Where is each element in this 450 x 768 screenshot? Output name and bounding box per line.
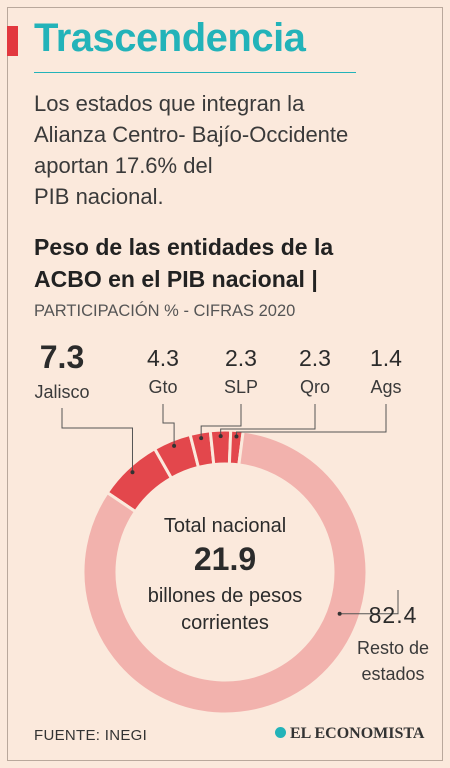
brand-circle-icon [275, 727, 286, 738]
leader-line [339, 590, 399, 615]
brand-name: EL ECONOMISTA [290, 725, 425, 742]
slice-category-label: Ags [370, 377, 401, 397]
leader-dot [218, 434, 223, 439]
leader-dot [130, 470, 135, 475]
page-title: Trascendencia [34, 16, 306, 60]
slice-value-label: 82.4 [369, 602, 418, 628]
chart-subtitle: PARTICIPACIÓN % - CIFRAS 2020 [34, 302, 296, 320]
slice-category-label: Gto [148, 377, 177, 397]
leader-line [61, 408, 133, 473]
slice-category-label: Jalisco [34, 382, 89, 402]
leader-dot [172, 443, 177, 448]
intro-line: PIB nacional. [34, 184, 164, 209]
chart-title-line: Peso de las entidades de la [34, 234, 334, 260]
leader-line [162, 404, 175, 446]
frame [7, 7, 443, 761]
source-note: FUENTE: INEGI [34, 727, 148, 744]
slice-value-label: 4.3 [147, 345, 179, 371]
slice-category-label: Qro [300, 377, 330, 397]
leader-dot [199, 436, 204, 441]
intro-text: Los estados que integran la Alianza Cent… [34, 88, 424, 212]
intro-line: aportan 17.6% del [34, 153, 213, 178]
slice-value-label: 7.3 [40, 339, 84, 375]
accent-bar [7, 26, 18, 56]
chart-title: Peso de las entidades de la ACBO en el P… [34, 231, 434, 295]
leader-dot [234, 434, 239, 439]
leader-line [235, 404, 387, 437]
intro-line: Alianza Centro- Bajío-Occidente [34, 122, 349, 147]
center-total-label: Total nacional [164, 515, 286, 537]
slice-value-label: 1.4 [370, 345, 402, 371]
chart-title-line: ACBO en el PIB nacional | [34, 266, 318, 292]
leader-line [200, 404, 242, 439]
donut-slice [81, 429, 369, 716]
title-divider [34, 72, 356, 73]
center-unit-label: billones de pesos [148, 585, 303, 607]
slice-value-label: 2.3 [299, 345, 331, 371]
intro-line: Los estados que integran la [34, 91, 305, 116]
brand-logo: EL ECONOMISTA [275, 725, 424, 743]
slice-value-label: 2.3 [225, 345, 257, 371]
slice-category-label: SLP [224, 377, 258, 397]
leader-line [220, 404, 316, 437]
leader-dot [337, 611, 342, 616]
center-unit-label: corrientes [181, 612, 269, 634]
slice-category-label: estados [361, 664, 424, 684]
slice-category-label: Resto de [357, 638, 429, 658]
center-total-value: 21.9 [194, 541, 256, 577]
